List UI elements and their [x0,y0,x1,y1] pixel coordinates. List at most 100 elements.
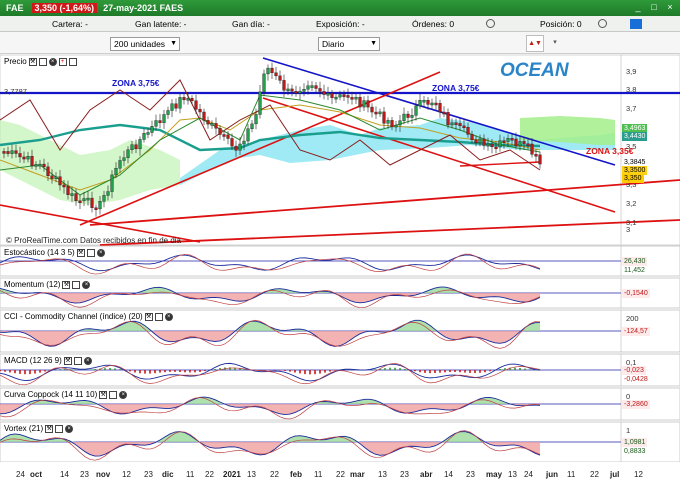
window-icon[interactable] [55,424,64,433]
candle-body [302,88,306,92]
close-icon[interactable]: × [164,312,173,321]
candle-body [494,146,498,149]
window-icon[interactable] [109,390,118,399]
draw-icon[interactable] [68,57,77,66]
x-axis-label: 11 [314,470,323,479]
candle-body [198,109,202,113]
price-badge: 3,350 (-1,64%) [31,3,98,13]
indicator-header: Vortex (21) ⚒ × [4,424,74,433]
price-axis-label: 3,3 [626,180,637,189]
window-icon[interactable] [154,312,163,321]
x-axis-label: dic [162,470,174,479]
window-icon[interactable] [72,280,81,289]
units-select[interactable]: 200 unidades ▼ [110,37,180,51]
price-tag: 3,4963 [622,124,648,133]
window-icon[interactable] [73,356,82,365]
wrench-icon[interactable]: ⚒ [45,424,54,433]
ma-long [0,123,541,152]
chart-toolbar: 200 unidades ▼ Diario ▼ ▲▼ ▾ [0,32,680,54]
wrench-icon[interactable]: ⚒ [144,312,153,321]
left-value-label: 3,7787 [4,87,27,96]
wrench-icon[interactable]: ⚒ [63,356,72,365]
gan-dia-label: Gan día: - [232,18,270,29]
minimize-button[interactable]: _ [635,2,641,12]
candle-body [338,94,342,98]
trading-icon[interactable]: ▲▼ [526,35,544,52]
close-icon[interactable]: × [48,57,57,66]
cash-icon[interactable] [630,19,642,29]
candle-body [278,75,282,81]
close-icon[interactable]: × [82,280,91,289]
x-axis-label: 22 [590,470,599,479]
candle-body [250,123,254,129]
ichimoku-cloud-green [520,116,615,145]
support-line-mid [89,179,680,226]
candle-body [42,163,46,168]
candle-body [458,123,462,127]
candle-body [266,67,270,75]
price-axis-label: 3,1 [626,218,637,227]
candle-body [378,111,382,115]
x-axis-label: 22 [205,470,214,479]
candle-body [442,111,446,115]
candle-body [518,141,522,147]
candle-body [306,85,310,90]
toolbar-dropdown-icon[interactable]: ▾ [553,39,557,46]
candle-body [382,111,386,124]
x-axis-label: 24 [16,470,25,479]
indicator-header: Estocástico (14 3 5) ⚒ × [4,248,105,257]
indicator-title: Estocástico (14 3 5) [4,248,75,257]
wrench-icon[interactable]: ⚒ [76,248,85,257]
close-icon[interactable]: × [65,424,74,433]
x-axis-label: 11 [567,470,576,479]
order-bar: Cartera: - Gan latente: - Gan día: - Exp… [0,16,680,32]
support-line-left [0,204,201,243]
exposicion-label: Exposición: - [316,18,365,29]
candle-body [26,156,30,160]
window-icon[interactable] [38,57,47,66]
candle-body [114,167,118,176]
close-button[interactable]: × [667,2,673,12]
candle-body [134,144,138,150]
candle-body [162,114,166,123]
wrench-icon[interactable]: ⚒ [28,57,37,66]
candle-body [234,145,238,151]
maximize-button[interactable]: □ [651,2,657,12]
candle-body [122,157,126,161]
candle-body [138,139,142,150]
indicator-signal-line [0,362,541,386]
candle-body [182,97,186,101]
period-select[interactable]: Diario ▼ [318,37,380,51]
ordenes-icon[interactable] [486,19,495,28]
indicator-value-tag: -3,2860 [622,400,650,409]
close-icon[interactable]: × [83,356,92,365]
candle-body [322,91,326,95]
wrench-icon[interactable]: ⚒ [99,390,108,399]
x-axis-label: 13 [508,470,517,479]
x-axis-label: 14 [444,470,453,479]
candle-body [286,88,290,92]
candle-body [186,98,190,101]
candle-body [374,111,378,115]
wrench-icon[interactable]: ⚒ [62,280,71,289]
close-icon[interactable]: × [119,390,128,399]
window-icon[interactable] [86,248,95,257]
x-axis-label: 13 [247,470,256,479]
candle-body [54,176,58,179]
candle-body [190,98,194,101]
x-axis-label: mar [350,470,365,479]
candle-body [262,73,266,93]
close-icon[interactable]: × [96,248,105,257]
candle-body [258,91,262,115]
posicion-icon[interactable] [598,19,607,28]
price-tag: 3,4430 [622,132,648,141]
indicator-value-tag: 26,430 [622,257,648,266]
price-axis-label: 3,2 [626,199,637,208]
candle-body [538,154,542,165]
indicator-title: CCI - Commodity Channel (índice) (20) [4,312,143,321]
candle-body [158,120,162,123]
add-icon[interactable]: + [58,57,67,66]
candle-body [86,197,90,201]
candle-body [254,114,258,125]
